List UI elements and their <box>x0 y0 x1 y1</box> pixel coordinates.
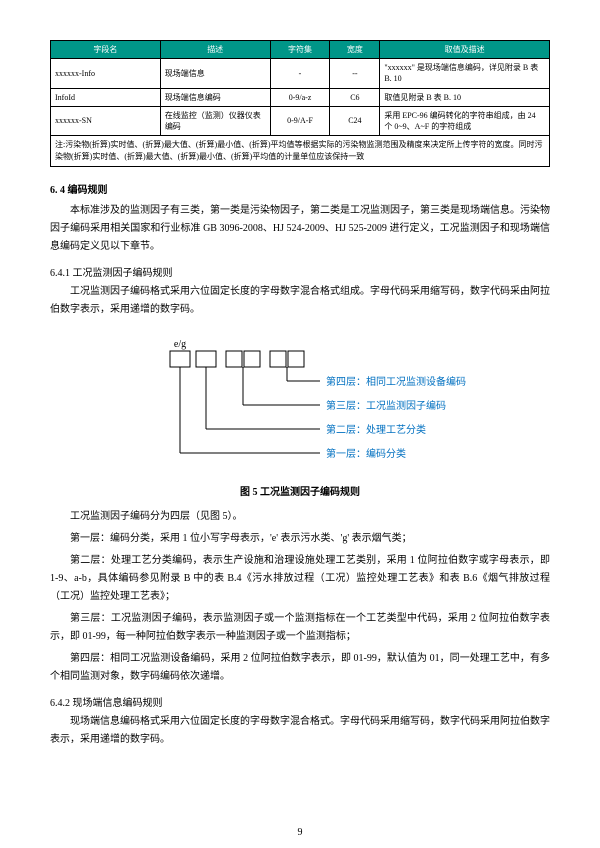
section-6-4-2-p1: 现场端信息编码格式采用六位固定长度的字母数字混合格式。字母代码采用缩写码，数字代… <box>50 713 550 749</box>
section-6-4-1-p1: 工况监测因子编码格式采用六位固定长度的字母数字混合格式组成。字母代码采用缩写码，… <box>50 283 550 319</box>
cell: 采用 EPC-96 编码转化的字符串组成，由 24 个 0~9、A~F 的字符组… <box>380 106 550 135</box>
col-values: 取值及描述 <box>380 41 550 59</box>
section-6-4-head: 6. 4 编码规则 <box>50 181 550 196</box>
page-number: 9 <box>0 827 600 838</box>
table-row: xxxxxx-SN 在线监控（监测）仪器仪表编码 0-9/A-F C24 采用 … <box>51 106 550 135</box>
layer1-label: 第一层：编码分类 <box>326 447 406 460</box>
layer2-label: 第二层：处理工艺分类 <box>326 423 426 436</box>
section-6-4-p1: 本标准涉及的监测因子有三类，第一类是污染物因子，第二类是工况监测因子，第三类是现… <box>50 202 550 256</box>
cell: 在线监控（监测）仪器仪表编码 <box>160 106 270 135</box>
layer3-label: 第三层：工况监测因子编码 <box>326 399 446 412</box>
figure-5-caption: 图 5 工况监测因子编码规则 <box>50 483 550 498</box>
section-6-4-2-head: 6.4.2 现场端信息编码规则 <box>50 694 550 709</box>
afterfig-p5: 第四层：相同工况监测设备编码，采用 2 位阿拉伯数字表示，即 01-99，默认值… <box>50 650 550 686</box>
diagram-top-label: e/g <box>174 339 186 350</box>
table-header-row: 字段名 描述 字符集 宽度 取值及描述 <box>51 41 550 59</box>
cell: - <box>270 59 330 88</box>
layer4-label: 第四层：相同工况监测设备编码 <box>326 375 466 388</box>
cell: C6 <box>330 88 380 106</box>
cell: xxxxxx-SN <box>51 106 161 135</box>
afterfig-p1: 工况监测因子编码分为四层（见图 5）。 <box>50 508 550 526</box>
col-width: 宽度 <box>330 41 380 59</box>
col-charset: 字符集 <box>270 41 330 59</box>
col-field-name: 字段名 <box>51 41 161 59</box>
cell: 取值见附录 B 表 B. 10 <box>380 88 550 106</box>
cell: 现场端信息 <box>160 59 270 88</box>
col-desc: 描述 <box>160 41 270 59</box>
section-6-4-1-head: 6.4.1 工况监测因子编码规则 <box>50 264 550 279</box>
cell: "xxxxxx" 是现场端信息编码，详见附录 B 表 B. 10 <box>380 59 550 88</box>
cell: xxxxxx-Info <box>51 59 161 88</box>
cell: -- <box>330 59 380 88</box>
cell: InfoId <box>51 88 161 106</box>
table-note-row: 注:污染物(折算)实时值、(折算)最大值、(折算)最小值、(折算)平均值等根据实… <box>51 136 550 167</box>
cell: 0-9/A-F <box>270 106 330 135</box>
cell: 现场端信息编码 <box>160 88 270 106</box>
table-row: InfoId 现场端信息编码 0-9/a-z C6 取值见附录 B 表 B. 1… <box>51 88 550 106</box>
cell: 0-9/a-z <box>270 88 330 106</box>
table-row: xxxxxx-Info 现场端信息 - -- "xxxxxx" 是现场端信息编码… <box>51 59 550 88</box>
afterfig-p3: 第二层：处理工艺分类编码，表示生产设施和治理设施处理工艺类别，采用 1 位阿拉伯… <box>50 552 550 606</box>
table-note: 注:污染物(折算)实时值、(折算)最大值、(折算)最小值、(折算)平均值等根据实… <box>51 136 550 167</box>
field-spec-table: 字段名 描述 字符集 宽度 取值及描述 xxxxxx-Info 现场端信息 - … <box>50 40 550 167</box>
cell: C24 <box>330 106 380 135</box>
afterfig-p4: 第三层：工况监测因子编码，表示监测因子或一个监测指标在一个工艺类型中代码，采用 … <box>50 610 550 646</box>
afterfig-p2: 第一层：编码分类，采用 1 位小写字母表示，'e' 表示污水类、'g' 表示烟气… <box>50 530 550 548</box>
encoding-layer-diagram: e/g 第四层：相同工况监测设备编码 第三层：工况监测因子编码 第二层：处理工艺… <box>120 335 480 475</box>
